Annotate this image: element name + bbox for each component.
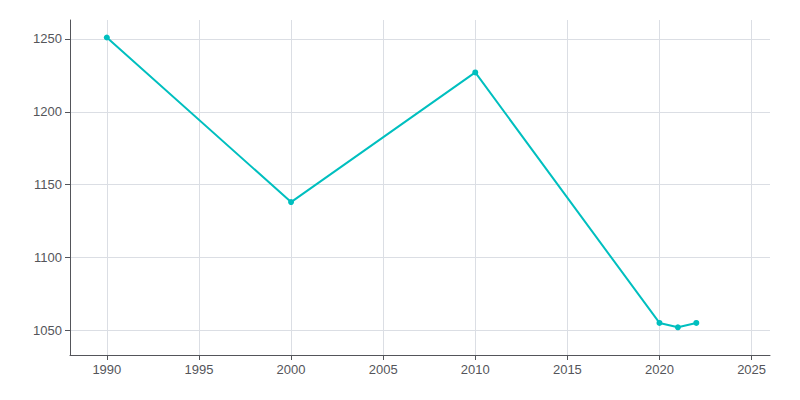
svg-text:1990: 1990	[92, 362, 121, 377]
svg-text:2000: 2000	[277, 362, 306, 377]
svg-text:1100: 1100	[34, 250, 62, 265]
svg-text:1250: 1250	[33, 31, 62, 46]
svg-text:1995: 1995	[184, 362, 213, 377]
svg-text:2010: 2010	[461, 362, 490, 377]
svg-text:2005: 2005	[369, 362, 398, 377]
svg-text:1150: 1150	[34, 177, 62, 192]
svg-text:1050: 1050	[33, 323, 62, 338]
svg-text:1200: 1200	[33, 104, 62, 119]
svg-text:2015: 2015	[553, 362, 582, 377]
svg-text:2020: 2020	[645, 362, 674, 377]
svg-text:2025: 2025	[737, 362, 766, 377]
